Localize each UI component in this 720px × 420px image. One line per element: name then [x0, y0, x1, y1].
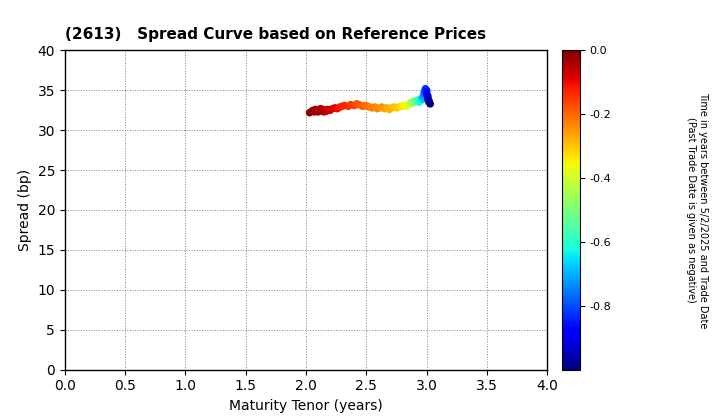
Point — [336, 103, 348, 110]
Point — [332, 105, 343, 112]
Point — [377, 104, 388, 110]
Point — [420, 87, 431, 94]
Point — [343, 103, 354, 110]
Point — [317, 106, 328, 113]
Point — [404, 100, 415, 107]
Point — [359, 102, 371, 109]
Point — [345, 101, 356, 108]
Point — [422, 94, 433, 101]
Point — [406, 100, 418, 106]
Point — [316, 108, 328, 114]
Point — [423, 97, 435, 104]
Point — [418, 89, 430, 95]
Point — [307, 107, 319, 113]
Point — [327, 105, 338, 112]
Point — [374, 105, 385, 111]
Point — [386, 105, 397, 111]
Point — [418, 91, 430, 97]
Point — [388, 104, 400, 110]
Point — [381, 105, 392, 111]
Point — [395, 103, 407, 110]
Point — [304, 109, 315, 116]
Y-axis label: Time in years between 5/2/2025 and Trade Date
(Past Trade Date is given as negat: Time in years between 5/2/2025 and Trade… — [686, 92, 708, 328]
Point — [309, 108, 320, 115]
Point — [402, 101, 414, 108]
Point — [391, 105, 402, 111]
Point — [398, 102, 410, 109]
X-axis label: Maturity Tenor (years): Maturity Tenor (years) — [229, 399, 383, 413]
Point — [372, 105, 383, 112]
Point — [339, 102, 351, 109]
Point — [364, 104, 376, 110]
Point — [415, 97, 426, 104]
Point — [379, 105, 390, 112]
Point — [369, 104, 380, 110]
Point — [329, 105, 341, 111]
Point — [410, 97, 421, 104]
Point — [413, 99, 425, 105]
Point — [366, 105, 378, 111]
Point — [357, 103, 369, 110]
Point — [420, 89, 432, 95]
Point — [408, 98, 419, 105]
Point — [400, 103, 412, 110]
Point — [320, 107, 331, 113]
Point — [384, 106, 395, 113]
Point — [310, 106, 321, 113]
Point — [409, 99, 420, 105]
Point — [306, 108, 318, 114]
Point — [325, 107, 336, 113]
Point — [417, 93, 428, 100]
Point — [311, 108, 323, 114]
Point — [420, 87, 432, 94]
Point — [361, 103, 373, 110]
Point — [425, 100, 436, 107]
Point — [313, 107, 325, 113]
Point — [416, 95, 428, 102]
Y-axis label: Spread (bp): Spread (bp) — [18, 169, 32, 251]
Point — [315, 105, 326, 112]
Point — [422, 92, 433, 99]
Point — [351, 100, 362, 107]
Point — [423, 99, 435, 105]
Point — [417, 96, 428, 102]
Point — [420, 91, 432, 97]
Text: (2613)   Spread Curve based on Reference Prices: (2613) Spread Curve based on Reference P… — [65, 27, 486, 42]
Point — [413, 97, 424, 103]
Point — [348, 102, 360, 109]
Point — [334, 104, 346, 110]
Point — [411, 98, 423, 105]
Point — [405, 99, 417, 105]
Point — [393, 104, 405, 110]
Point — [318, 108, 330, 115]
Point — [422, 96, 433, 102]
Point — [320, 108, 332, 114]
Point — [322, 106, 333, 113]
Point — [312, 108, 324, 115]
Point — [354, 101, 365, 108]
Point — [420, 85, 431, 92]
